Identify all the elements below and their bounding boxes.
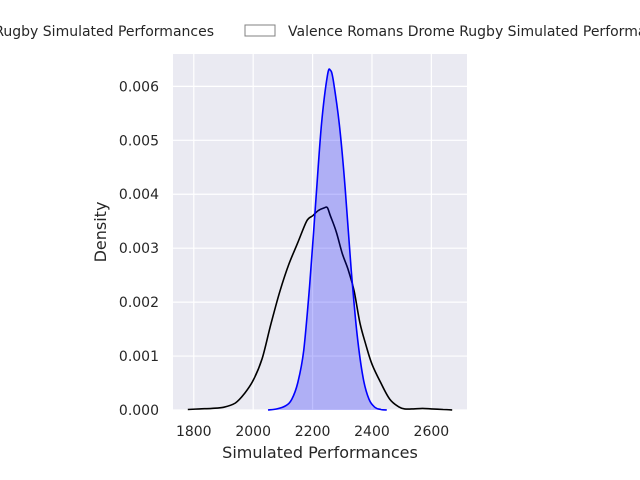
legend-label-0: Lyon Olympique Universitaire Rugby Simul… [0,24,214,40]
x-tick-label: 2000 [235,424,271,440]
y-tick-labels: 0.000 0.001 0.002 0.003 0.004 0.005 0.006 [119,79,159,419]
y-tick-label: 0.005 [119,133,159,149]
x-tick-label: 2200 [295,424,331,440]
y-tick-label: 0.002 [119,295,159,311]
y-tick-label: 0.003 [119,241,159,257]
y-axis-label: Density [91,202,110,263]
x-tick-label: 2400 [354,424,390,440]
series-1-area [268,69,387,410]
series-0-line [187,206,453,411]
series-1-line [267,68,387,411]
y-tick-label: 0.001 [119,349,159,365]
plot-background [173,54,467,410]
legend: Lyon Olympique Universitaire Rugby Simul… [0,24,640,40]
series-layer [187,68,453,411]
x-axis-label: Simulated Performances [222,443,418,462]
y-tick-label: 0.006 [119,79,159,95]
legend-patch-swatch [244,24,276,37]
x-tick-label: 2600 [414,424,450,440]
y-tick-label: 0.000 [119,403,159,419]
x-tick-label: 1800 [176,424,212,440]
y-tick-label: 0.004 [119,187,159,203]
x-tick-labels: 1800 2000 2200 2400 2600 [176,424,449,440]
legend-label-1: Valence Romans Drome Rugby Simulated Per… [288,24,640,40]
